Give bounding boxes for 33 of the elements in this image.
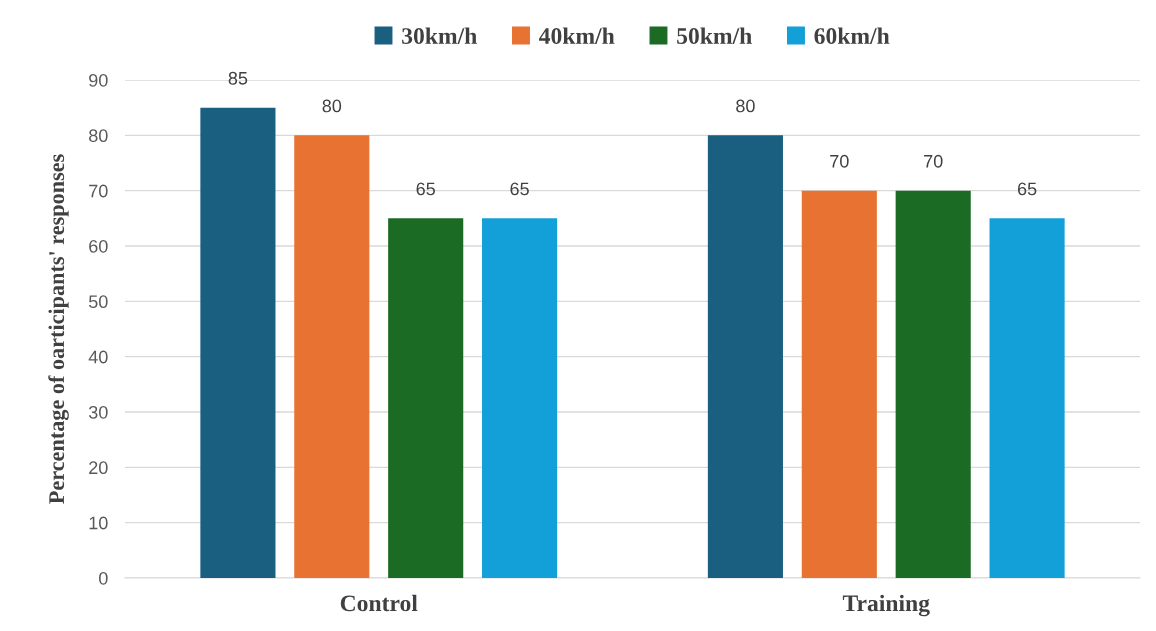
bar: [200, 107, 276, 578]
bar: [294, 135, 370, 578]
y-tick-label: 60: [89, 239, 108, 253]
data-label: 65: [1017, 182, 1037, 196]
bar: [989, 218, 1065, 578]
legend-label: 40km/h: [539, 27, 615, 44]
x-tick-label: Training: [842, 594, 930, 617]
y-tick-label: 20: [89, 461, 108, 475]
y-tick-label: 30: [88, 405, 108, 419]
legend-label: 30km/h: [402, 27, 477, 44]
data-label: 80: [322, 99, 342, 113]
data-label: 65: [416, 182, 435, 196]
y-tick-label: 10: [89, 516, 108, 530]
x-tick-label: Control: [340, 594, 418, 612]
y-tick-label: 0: [99, 571, 108, 585]
data-label: 70: [924, 154, 943, 168]
y-tick-label: 40: [88, 350, 108, 364]
y-tick-label: 50: [88, 295, 108, 309]
data-label: 65: [510, 182, 529, 196]
y-tick-label: 70: [89, 184, 108, 198]
bar: [388, 218, 464, 578]
y-tick-label: 90: [89, 73, 108, 87]
bar: [482, 218, 558, 578]
bar: [707, 135, 783, 578]
legend-label: 50km/h: [677, 27, 752, 44]
y-tick-label: 80: [89, 129, 108, 143]
legend-label: 60km/h: [814, 27, 890, 44]
data-label: 85: [228, 71, 248, 85]
bar: [801, 190, 877, 578]
bar: [895, 190, 971, 578]
y-axis-title: Percentage of oarticipants' responses: [48, 154, 69, 504]
data-label: 70: [830, 154, 849, 168]
data-label: 80: [736, 99, 755, 113]
